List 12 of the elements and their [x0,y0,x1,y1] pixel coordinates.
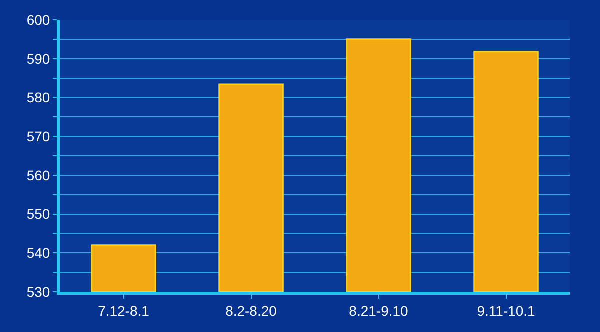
x-tick-label: 8.21-9.10 [349,302,409,319]
y-tick-label: 590 [26,50,50,67]
x-tick-label: 9.11-10.1 [477,302,536,319]
y-tick-label: 530 [26,284,50,300]
y-tick-label: 570 [26,128,50,144]
y-tick-label: 580 [26,90,50,106]
x-tick-label: 8.2-8.20 [226,302,278,319]
y-tick-label: 560 [26,167,50,184]
y-tick-label: 540 [26,245,50,262]
y-tick-label: 600 [26,12,50,28]
y-tick-label: 550 [26,206,50,222]
x-tick-label: 7.12-8.1 [98,302,150,319]
